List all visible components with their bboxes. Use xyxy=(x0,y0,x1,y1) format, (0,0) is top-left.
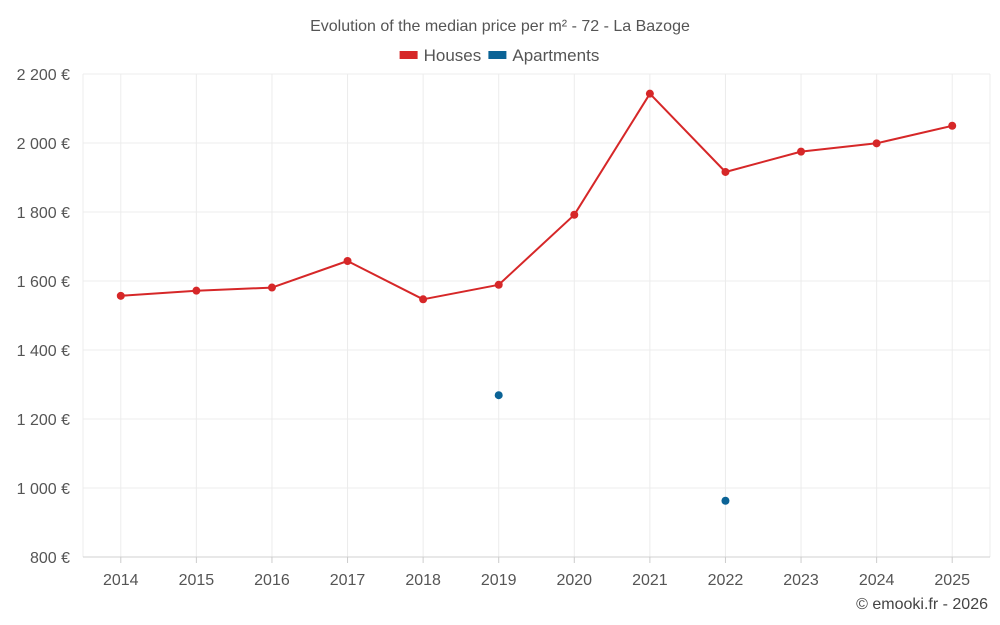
x-tick-label: 2025 xyxy=(934,572,970,589)
x-axis: 2014 2015 2016 2017 2018 2019 2020 2021 2022 2023… xyxy=(83,556,990,589)
houses-series-line xyxy=(120,92,953,301)
legend: Houses Apartments xyxy=(399,46,599,65)
x-tick-label: 2020 xyxy=(556,572,592,589)
plot-area xyxy=(116,89,957,505)
x-tick-label: 2018 xyxy=(405,572,441,589)
y-tick-label: 1 000 € xyxy=(17,481,70,498)
y-tick-label: 2 000 € xyxy=(17,136,70,153)
houses-point xyxy=(494,280,503,289)
x-tick-label: 2014 xyxy=(103,572,139,589)
y-tick-label: 1 200 € xyxy=(17,412,70,429)
legend-label-apartments: Apartments xyxy=(512,46,599,65)
credit-text: © emooki.fr - 2026 xyxy=(856,596,988,613)
houses-point xyxy=(645,89,654,98)
legend-swatch-apartments xyxy=(488,51,507,59)
houses-point xyxy=(797,147,806,156)
x-tick-label: 2023 xyxy=(783,572,819,589)
houses-point xyxy=(872,139,881,148)
apartments-point xyxy=(494,391,503,400)
x-tick-label: 2016 xyxy=(254,572,290,589)
y-tick-label: 1 400 € xyxy=(17,343,70,360)
houses-point xyxy=(116,291,125,300)
houses-point xyxy=(267,283,276,292)
apartments-point xyxy=(721,496,730,505)
houses-point xyxy=(948,121,957,130)
grid xyxy=(82,73,991,558)
y-tick-label: 1 600 € xyxy=(17,274,70,291)
x-tick-label: 2015 xyxy=(179,572,215,589)
x-tick-label: 2021 xyxy=(632,572,668,589)
x-tick-label: 2024 xyxy=(859,572,895,589)
legend-label-houses: Houses xyxy=(424,46,482,65)
houses-point xyxy=(721,167,730,176)
y-axis: 800 € 1 000 € 1 200 € 1 400 € 1 600 € 1 800 €… xyxy=(17,67,70,567)
houses-point xyxy=(419,295,428,304)
houses-point xyxy=(570,210,579,219)
x-tick-label: 2022 xyxy=(708,572,744,589)
y-tick-label: 1 800 € xyxy=(17,205,70,222)
y-tick-label: 2 200 € xyxy=(17,67,70,84)
houses-point xyxy=(192,286,201,295)
y-tick-label: 800 € xyxy=(30,550,70,567)
houses-point xyxy=(343,256,352,265)
x-tick-label: 2019 xyxy=(481,572,517,589)
chart-title: Evolution of the median price per m² - 7… xyxy=(310,18,690,35)
legend-swatch-houses xyxy=(399,51,418,59)
x-tick-label: 2017 xyxy=(330,572,366,589)
